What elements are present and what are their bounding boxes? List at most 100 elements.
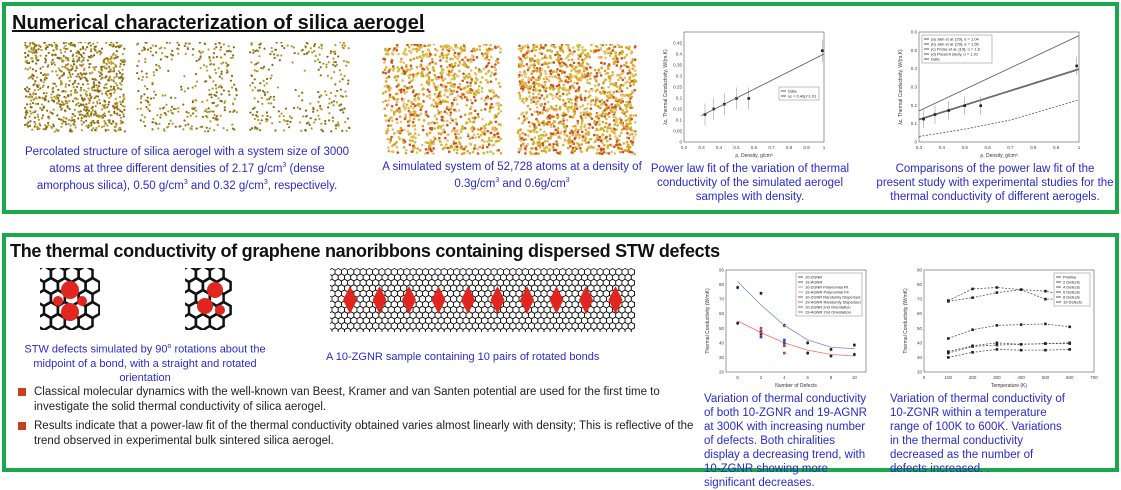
caption-zgnr-sample: A 10-ZGNR sample containing 10 pairs of … — [326, 351, 600, 363]
x-tick-label: 0.5 — [733, 145, 740, 150]
defect-marker — [372, 286, 387, 314]
x-tick-label: 1 — [1078, 145, 1081, 150]
legend-entry: (a) Jain et al. [29], α = 1.04 — [931, 37, 980, 42]
legend-entry: Data — [931, 57, 940, 62]
x-tick-label: 300 — [993, 375, 1001, 380]
caption-defects-conductivity: Variation of thermal conductivity of bot… — [704, 393, 867, 489]
chart-defects-conductivity: 0 2 4 6 8 10 20 30 40 50 60 70 80 90 Number of Defects… — [705, 268, 867, 389]
series-line — [737, 320, 855, 357]
data-point — [979, 104, 983, 107]
x-axis-label: Number of Defects — [775, 383, 817, 389]
x-tick-label: 0.8 — [786, 145, 793, 150]
y-tick-label: 60 — [719, 311, 725, 316]
y-tick-label: 40 — [719, 340, 725, 345]
x-tick-label: 4 — [783, 375, 786, 380]
data-point — [971, 287, 974, 291]
legend-entry: 4 Defects — [1063, 285, 1080, 290]
legend-entry: 19-AGNR — [805, 280, 822, 285]
data-point — [759, 329, 763, 333]
y-axis-label: Thermal Conductivity (W/mK) — [705, 288, 711, 354]
defect-marker — [608, 286, 623, 314]
y-tick-label: 0.25 — [673, 85, 682, 90]
aerogel-structure-images — [23, 42, 351, 133]
data-point — [853, 353, 856, 356]
data-point — [747, 97, 751, 100]
caption-power-law-fit: Power law fit of the variation of therma… — [650, 163, 850, 203]
data-point — [995, 348, 999, 351]
data-point — [759, 326, 763, 330]
y-tick-label: 60 — [917, 311, 923, 316]
data-point — [946, 300, 950, 303]
y-tick-label: 80 — [917, 282, 923, 287]
x-tick-label: 400 — [1017, 375, 1025, 380]
data-point — [829, 354, 833, 358]
data-point — [1068, 342, 1072, 345]
x-tick-label: 0.6 — [984, 145, 991, 150]
data-point — [995, 324, 999, 327]
data-point — [759, 335, 763, 339]
legend-entry: Pristine — [1063, 275, 1077, 280]
series-line — [948, 343, 1070, 354]
y-tick-label: 20 — [719, 370, 725, 375]
data-point — [806, 351, 809, 355]
y-tick-label: 0.3 — [676, 74, 683, 79]
data-point — [783, 338, 786, 342]
section-silica-aerogel — [2, 2, 1119, 214]
defect-marker — [579, 286, 593, 314]
data-point — [971, 328, 974, 332]
y-tick-label: 30 — [917, 355, 923, 360]
caption-stw-defects: STW defects simulated by 90o rotations a… — [24, 343, 266, 384]
legend-box — [795, 272, 863, 317]
data-point — [820, 49, 824, 52]
x-axis-label: ρ, Density, g/cm³ — [735, 153, 773, 159]
x-tick-label: 0.2 — [681, 145, 688, 150]
y-tick-label: 70 — [719, 297, 725, 302]
y-tick-label: 0.2 — [911, 103, 918, 108]
y-tick-label: 0 — [914, 140, 917, 145]
x-tick-label: 0 — [923, 375, 926, 380]
y-tick-label: 0.45 — [673, 41, 682, 46]
zgnr-ribbon-image — [330, 268, 635, 332]
caption-temperature-conductivity: Variation of thermal conductivity of 10-… — [890, 393, 1065, 475]
x-tick-label: 2 — [760, 375, 763, 380]
series-line — [918, 68, 1080, 120]
series-line — [918, 69, 1080, 121]
y-tick-label: 0.4 — [911, 66, 918, 71]
x-axis-label: Temperature (K) — [991, 383, 1027, 389]
x-tick-label: 0.6 — [751, 145, 758, 150]
x-tick-label: 0.9 — [803, 145, 810, 150]
chart-power-law-comparison: 0.3 0.4 0.5 0.6 0.7 0.8 0.9 1 0 0.1 0.2 0.3 0.4 0.5 0.… — [898, 30, 1081, 160]
y-tick-label: 80 — [719, 282, 725, 287]
data-point — [1068, 325, 1072, 329]
legend-box — [778, 86, 820, 101]
x-tick-label: 0.4 — [939, 145, 946, 150]
y-tick-label: 70 — [917, 297, 923, 302]
chart-temperature-conductivity: 0 100 200 300 400 500 600 700 20 30 40 50 60 70 80 90 Te… — [903, 268, 1098, 390]
data-point — [995, 291, 999, 294]
legend-entry: 19-AGNR Randomly Dispersed — [805, 300, 861, 305]
series-line — [701, 53, 825, 116]
x-tick-label: 10 — [852, 375, 858, 380]
data-point — [1044, 342, 1047, 345]
data-point — [1044, 348, 1047, 352]
legend-entry: 10-ZGNR Polynomial Fit — [805, 285, 849, 290]
data-point — [703, 113, 707, 116]
data-point — [759, 331, 763, 334]
defect-marker — [431, 286, 446, 314]
defect-marker — [549, 286, 564, 314]
data-point — [922, 117, 925, 121]
bullet-item: Results indicate that a power-law fit of… — [18, 419, 694, 449]
x-tick-label: 0.3 — [916, 145, 923, 150]
legend-box — [1053, 272, 1091, 307]
y-tick-label: 0.1 — [911, 121, 918, 126]
data-point — [971, 351, 974, 354]
data-point — [1019, 348, 1023, 352]
data-point — [783, 344, 786, 348]
data-point — [829, 348, 833, 351]
data-point — [1019, 288, 1023, 291]
legend-entry: 19-AGNR 2nd Orientation — [805, 310, 851, 315]
series-line — [737, 281, 855, 350]
y-tick-label: 0.1 — [676, 118, 683, 123]
x-tick-label: 0.9 — [1053, 145, 1060, 150]
data-point — [971, 345, 974, 348]
